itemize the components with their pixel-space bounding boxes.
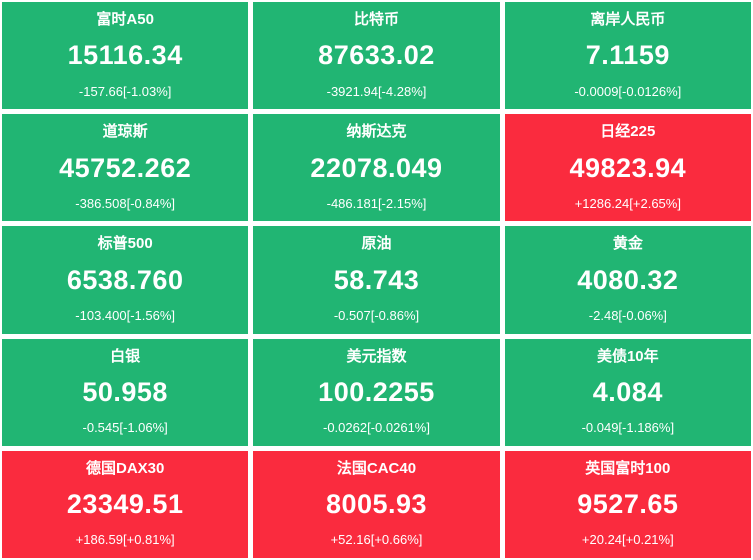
market-name: 日经225 [600, 123, 656, 141]
market-change: +1286.24[+2.65%] [574, 195, 681, 211]
market-value: 100.2255 [318, 377, 435, 408]
market-change: -0.049[-1.186%] [581, 420, 675, 436]
market-name: 法国CAC40 [336, 459, 417, 477]
market-name: 纳斯达克 [346, 123, 407, 141]
market-change: -386.508[-0.84%] [75, 195, 176, 211]
market-change: -0.0009[-0.0126%] [574, 83, 682, 99]
market-value: 87633.02 [318, 40, 435, 71]
market-name: 比特币 [353, 11, 399, 28]
market-value: 50.958 [82, 377, 168, 408]
market-change: -103.400[-1.56%] [75, 307, 176, 323]
market-change: -486.181[-2.15%] [326, 195, 427, 211]
market-change: -0.0262[-0.0261%] [323, 420, 430, 436]
market-tile-5[interactable]: 纳斯达克 22078.049 -486.181[-2.15%] [253, 114, 500, 222]
market-name: 德国DAX30 [85, 459, 165, 477]
market-name: 原油 [361, 235, 392, 253]
market-tile-14[interactable]: 法国CAC40 8005.93 +52.16[+0.66%] [253, 450, 500, 558]
market-change: -0.545[-1.06%] [82, 420, 168, 436]
market-tile-12[interactable]: 美债10年 4.084 -0.049[-1.186%] [504, 338, 751, 446]
market-tile-8[interactable]: 原油 58.743 -0.507[-0.86%] [253, 226, 500, 334]
market-value: 8005.93 [325, 489, 428, 520]
market-name: 美债10年 [596, 347, 659, 365]
market-tile-11[interactable]: 美元指数 100.2255 -0.0262[-0.0261%] [253, 338, 500, 446]
market-name: 道琼斯 [102, 123, 148, 141]
market-name: 黄金 [612, 235, 643, 253]
market-name: 标普500 [97, 235, 153, 253]
market-name: 白银 [110, 347, 141, 365]
market-value: 23349.51 [66, 489, 184, 520]
market-value: 4.084 [592, 377, 663, 408]
market-value: 6538.760 [66, 264, 184, 295]
market-tile-10[interactable]: 白银 50.958 -0.545[-1.06%] [2, 338, 249, 446]
market-name: 美元指数 [346, 347, 407, 365]
market-tile-13[interactable]: 德国DAX30 23349.51 +186.59[+0.81%] [2, 450, 249, 558]
market-change: -3921.94[-4.28%] [326, 83, 427, 99]
market-tile-4[interactable]: 道琼斯 45752.262 -386.508[-0.84%] [2, 114, 249, 222]
market-value: 7.1159 [585, 40, 670, 71]
market-value: 15116.34 [67, 40, 183, 71]
market-tile-7[interactable]: 标普500 6538.760 -103.400[-1.56%] [2, 226, 249, 334]
market-name: 富时A50 [96, 11, 154, 28]
market-name: 离岸人民币 [590, 11, 666, 28]
market-value: 58.743 [333, 264, 420, 295]
market-tile-2[interactable]: 比特币 87633.02 -3921.94[-4.28%] [253, 2, 500, 110]
market-change: -0.507[-0.86%] [333, 307, 420, 323]
market-change: +20.24[+0.21%] [581, 532, 674, 548]
market-tile-1[interactable]: 富时A50 15116.34 -157.66[-1.03%] [2, 2, 249, 110]
market-change: -157.66[-1.03%] [78, 83, 172, 99]
market-name: 英国富时100 [585, 459, 671, 477]
market-tile-3[interactable]: 离岸人民币 7.1159 -0.0009[-0.0126%] [504, 2, 751, 110]
market-change: -2.48[-0.06%] [588, 307, 667, 323]
market-tile-15[interactable]: 英国富时100 9527.65 +20.24[+0.21%] [504, 450, 751, 558]
market-value: 4080.32 [577, 264, 679, 295]
market-value: 9527.65 [577, 489, 679, 520]
market-value: 22078.049 [310, 152, 443, 183]
market-change: +186.59[+0.81%] [75, 532, 175, 548]
market-value: 49823.94 [569, 152, 687, 183]
market-tile-9[interactable]: 黄金 4080.32 -2.48[-0.06%] [504, 226, 751, 334]
market-value: 45752.262 [59, 152, 192, 183]
market-change: +52.16[+0.66%] [330, 532, 423, 548]
market-tile-6[interactable]: 日经225 49823.94 +1286.24[+2.65%] [504, 114, 751, 222]
